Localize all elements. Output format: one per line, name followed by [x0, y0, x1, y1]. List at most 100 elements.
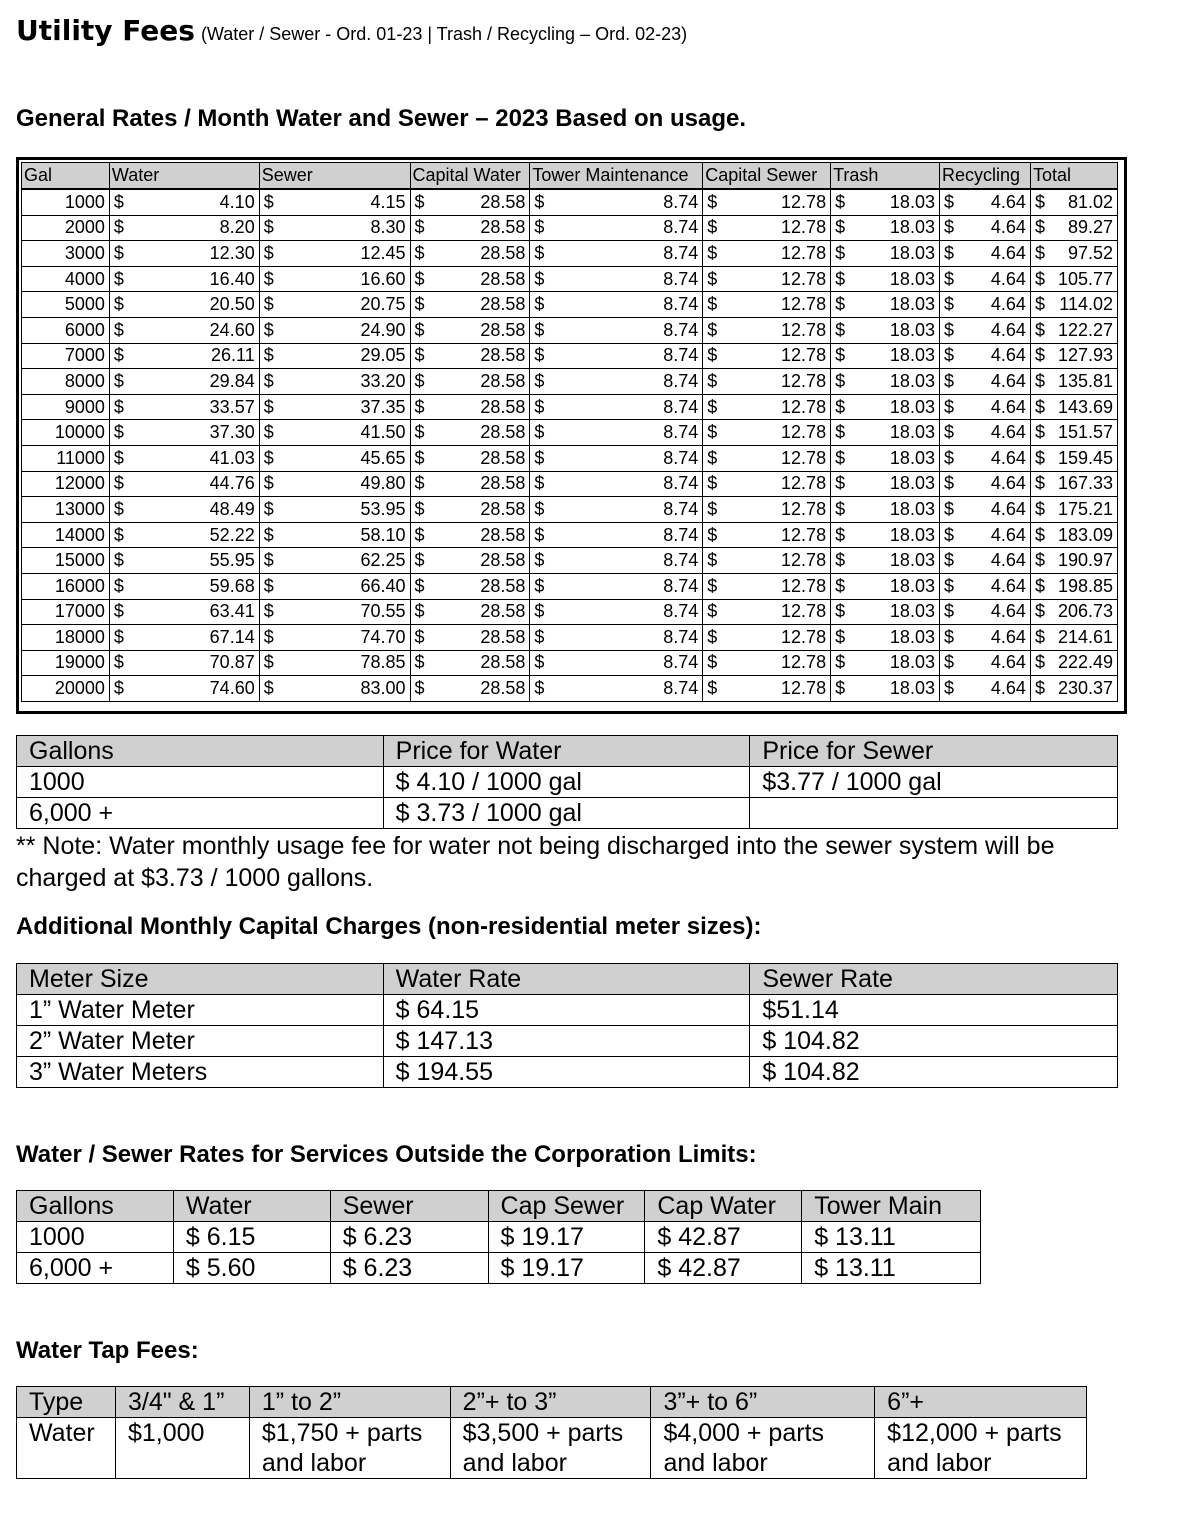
currency-symbol: $ [263, 652, 274, 673]
currency-symbol: $ [414, 652, 425, 673]
money-value: $67.14 [114, 627, 255, 648]
money-value: $183.09 [1035, 525, 1113, 546]
table-cell: $1,750 + parts and labor [248, 1417, 451, 1479]
amount: 81.02 [1067, 191, 1113, 212]
money-value: $28.58 [415, 601, 526, 622]
column-header: 3/4" & 1” [114, 1386, 250, 1418]
table-cell: $8.30 [258, 214, 411, 242]
money-value: $28.58 [415, 422, 526, 443]
table-cell: $41.50 [258, 419, 411, 446]
table-cell: 1000 [16, 766, 384, 798]
table-cell: $28.58 [409, 547, 531, 574]
table-cell: $12.78 [702, 188, 832, 216]
table-cell: $12.78 [702, 624, 832, 651]
money-value: $230.37 [1035, 678, 1113, 699]
money-value: $28.58 [415, 320, 526, 341]
amount: 28.58 [480, 422, 526, 443]
amount: 4.64 [990, 498, 1026, 519]
table-cell: 10000 [21, 419, 110, 446]
money-value: $190.97 [1035, 550, 1113, 571]
table-cell: $8.74 [529, 368, 704, 395]
table-cell: $18.03 [830, 393, 940, 421]
money-value: $4.10 [114, 192, 255, 213]
currency-symbol: $ [113, 191, 124, 212]
amount: 12.78 [781, 217, 827, 238]
table-cell: $28.58 [409, 598, 531, 626]
money-value: $66.40 [264, 576, 406, 597]
table-cell: $143.69 [1029, 393, 1119, 421]
table-cell: $89.27 [1029, 214, 1119, 242]
money-value: $8.74 [534, 192, 698, 213]
table-cell: $28.58 [409, 265, 531, 293]
table-row: Water $1,000 $1,750 + parts and labor $3,50… [16, 1417, 1087, 1479]
table-cell: 19000 [21, 649, 110, 677]
currency-symbol: $ [1034, 473, 1045, 494]
table-cell: 16000 [21, 572, 110, 600]
table-cell: $12.78 [702, 368, 832, 395]
table-cell: 6,000 + [16, 1252, 174, 1284]
amount: 214.61 [1057, 626, 1113, 647]
table-cell: $ 5.60 [172, 1252, 331, 1284]
currency-symbol: $ [263, 217, 274, 238]
amount: 28.58 [480, 550, 526, 571]
currency-symbol: $ [1034, 191, 1045, 212]
amount: 18.03 [889, 217, 935, 238]
general-rates-heading: General Rates / Month Water and Sewer – … [16, 105, 747, 132]
table-cell: 15000 [21, 547, 110, 574]
page-title: Utility Fees (Water / Sewer - Ord. 01-23 … [16, 14, 688, 47]
money-value: $12.78 [707, 601, 826, 622]
amount: 8.74 [663, 447, 699, 468]
money-value: $18.03 [835, 217, 935, 238]
money-value: $12.78 [707, 294, 826, 315]
amount: 28.58 [480, 294, 526, 315]
currency-symbol: $ [414, 626, 425, 647]
table-cell: $29.05 [258, 342, 411, 370]
money-value: $70.87 [114, 652, 255, 673]
currency-symbol: $ [113, 268, 124, 289]
table-cell [749, 797, 1118, 829]
money-value: $4.64 [944, 192, 1026, 213]
table-cell: $4.64 [938, 624, 1031, 651]
amount: 8.74 [663, 268, 699, 289]
money-value: $4.64 [944, 473, 1026, 494]
amount: 44.76 [209, 473, 255, 494]
table-cell: $18.03 [830, 444, 940, 472]
currency-symbol: $ [414, 678, 425, 699]
amount: 230.37 [1057, 678, 1113, 699]
currency-symbol: $ [1034, 678, 1045, 699]
amount: 12.78 [781, 447, 827, 468]
money-value: $8.74 [534, 397, 698, 418]
amount: 20.75 [360, 294, 406, 315]
table-row: 10000 $37.30 $41.50 $28.58 $8.74 $12.78 $18.03… [21, 419, 1119, 446]
money-value: $8.74 [534, 243, 698, 264]
table-cell: $24.90 [258, 316, 411, 344]
currency-symbol: $ [1034, 575, 1045, 596]
amount: 28.58 [480, 678, 526, 699]
money-value: $18.03 [835, 192, 935, 213]
currency-symbol: $ [534, 550, 545, 571]
amount: 18.03 [889, 575, 935, 596]
table-cell: $ 13.11 [801, 1252, 981, 1284]
currency-symbol: $ [534, 524, 545, 545]
amount: 74.70 [360, 626, 406, 647]
table-cell: $ 4.10 / 1000 gal [382, 766, 751, 798]
capital-charges-heading: Additional Monthly Capital Charges (non-… [16, 913, 762, 940]
table-cell: $66.40 [258, 572, 411, 600]
currency-symbol: $ [113, 370, 124, 391]
amount: 12.78 [781, 524, 827, 545]
amount: 28.58 [480, 473, 526, 494]
currency-symbol: $ [534, 575, 545, 596]
money-value: $4.64 [944, 345, 1026, 366]
amount: 127.93 [1057, 345, 1113, 366]
money-value: $12.78 [707, 678, 826, 699]
amount: 12.78 [781, 601, 827, 622]
currency-symbol: $ [414, 217, 425, 238]
amount: 97.52 [1067, 242, 1113, 263]
table-cell: $28.58 [409, 444, 531, 472]
table-cell: $20.75 [258, 291, 411, 318]
amount: 105.77 [1057, 268, 1113, 289]
table-cell: $28.58 [409, 521, 531, 549]
currency-symbol: $ [943, 396, 954, 417]
currency-symbol: $ [414, 242, 425, 263]
money-value: $28.58 [415, 678, 526, 699]
